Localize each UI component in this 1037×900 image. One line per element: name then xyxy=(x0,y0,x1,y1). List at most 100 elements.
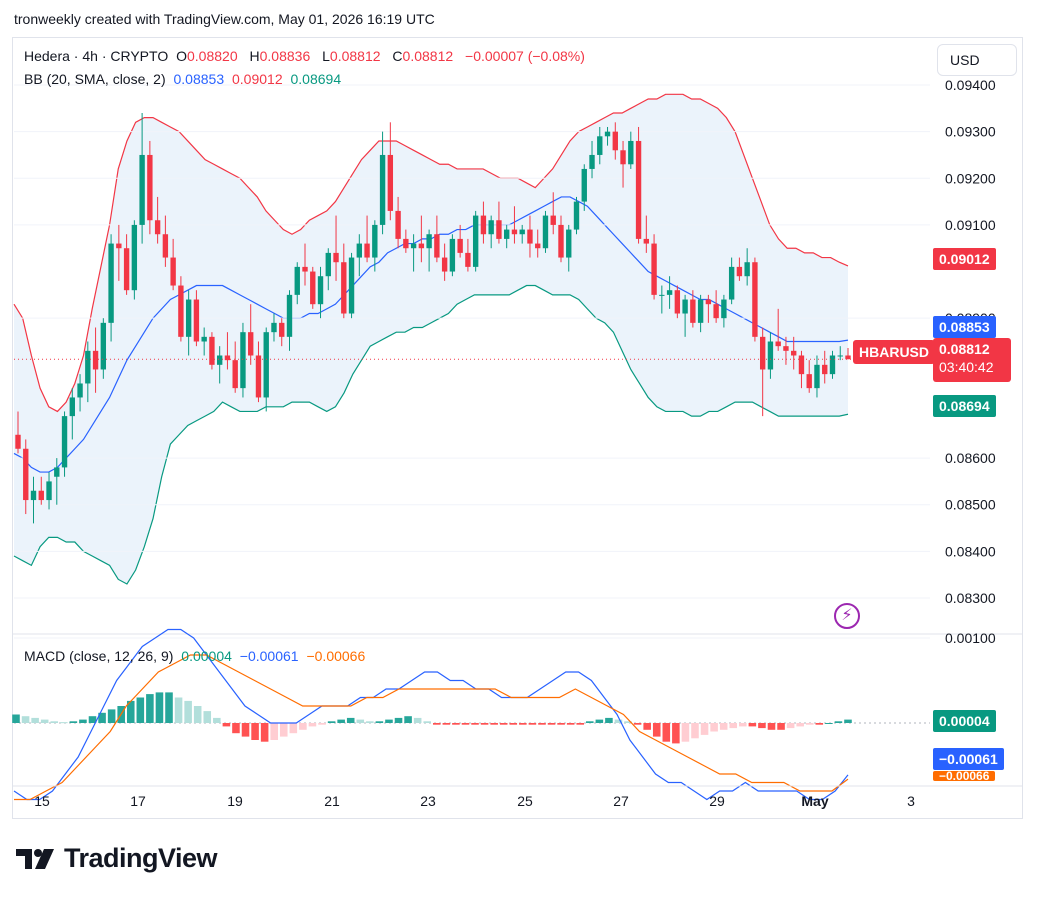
close-label: C xyxy=(392,48,403,64)
macd-indicator-name[interactable]: MACD (close, 12, 26, 9) xyxy=(24,648,174,664)
candle-body xyxy=(752,262,758,337)
candles xyxy=(14,112,930,524)
candle xyxy=(23,439,29,515)
bb-lower-line xyxy=(13,284,849,585)
macd-histogram-bar xyxy=(557,723,565,725)
x-tick-label: 19 xyxy=(227,793,243,809)
candle-body xyxy=(527,229,533,244)
candle-body xyxy=(310,271,316,305)
candle-body xyxy=(201,336,207,342)
candle xyxy=(651,234,657,300)
candle xyxy=(829,350,836,379)
candle xyxy=(434,215,440,263)
candle-body xyxy=(767,341,774,370)
candle-body xyxy=(92,350,99,370)
candle xyxy=(791,336,797,370)
macd-histogram-bar xyxy=(739,723,747,727)
candle-body xyxy=(38,490,44,501)
macd-line-price-tag: −0.00061 xyxy=(933,748,1004,770)
candle-body xyxy=(783,346,789,351)
candle xyxy=(185,290,192,356)
lightning-icon[interactable]: ⚡ xyxy=(834,603,860,629)
candle xyxy=(728,257,735,305)
macd-histogram-bar xyxy=(136,697,145,723)
macd-histogram-bar xyxy=(844,719,852,723)
macd-histogram-bar xyxy=(748,723,757,727)
candle-body xyxy=(759,336,766,370)
candle-body xyxy=(666,290,673,295)
macd-histogram-bar xyxy=(88,716,97,723)
macd-histogram-bar xyxy=(385,719,393,723)
tradingview-logo[interactable]: TradingView xyxy=(16,843,218,874)
macd-histogram-bar xyxy=(165,692,173,723)
candle-body xyxy=(511,229,518,235)
candle-body xyxy=(410,243,417,249)
symbol-title[interactable]: Hedera · 4h · CRYPTO xyxy=(24,48,169,64)
macd-histogram-bar xyxy=(729,723,738,729)
grid xyxy=(13,84,1022,635)
candle-body xyxy=(736,266,743,277)
candle xyxy=(248,304,254,365)
candle-body xyxy=(651,243,657,295)
candle xyxy=(589,140,595,179)
candle-body xyxy=(23,448,29,501)
candle xyxy=(449,234,456,277)
bollinger-bands xyxy=(13,93,849,585)
candle xyxy=(387,122,394,221)
macd-histogram-bar xyxy=(452,723,460,725)
candle xyxy=(418,215,425,263)
macd-histogram-bar xyxy=(815,723,824,725)
macd-histogram-bar xyxy=(786,723,795,729)
macd-histogram-bar xyxy=(519,723,527,725)
time-axis: 15 17 19 21 23 25 27 29 May 3 xyxy=(13,785,1022,809)
macd-histogram-bar xyxy=(681,723,690,742)
candle xyxy=(457,224,463,258)
tradingview-mark-icon xyxy=(16,848,54,869)
candle-body xyxy=(728,266,735,300)
footer-brand: TradingView xyxy=(64,843,218,873)
candle xyxy=(403,229,409,253)
macd-histogram-bar xyxy=(423,721,432,723)
currency-button[interactable]: USD xyxy=(937,44,1017,76)
macd-hist-price-tag: 0.00004 xyxy=(933,710,996,732)
candle xyxy=(822,350,828,384)
macd-histogram-bar xyxy=(652,723,661,737)
candle xyxy=(814,355,820,398)
candle xyxy=(317,266,324,319)
candle-body xyxy=(379,154,386,225)
candle-body xyxy=(154,220,161,235)
chart-attribution: tronweekly created with TradingView.com,… xyxy=(14,11,435,27)
macd-histogram-bar xyxy=(767,723,776,730)
chart-frame[interactable] xyxy=(12,37,1023,819)
y-tick-label: 0.09100 xyxy=(945,217,996,233)
candle-body xyxy=(705,299,712,305)
bb-indicator-name[interactable]: BB (20, SMA, close, 2) xyxy=(24,71,166,87)
bb-upper-price-tag: 0.09012 xyxy=(933,248,996,270)
macd-histogram-bar xyxy=(471,723,479,725)
candle-body xyxy=(356,243,362,258)
macd-histogram-bar xyxy=(586,721,594,723)
y-tick-label: 0.08500 xyxy=(945,497,996,513)
macd-signal-line xyxy=(14,654,849,801)
candle xyxy=(744,248,750,286)
candle-body xyxy=(744,262,750,277)
candle xyxy=(488,215,494,249)
candle-body xyxy=(721,299,727,319)
candle xyxy=(325,248,331,291)
candle xyxy=(279,318,285,347)
candle-body xyxy=(659,294,665,296)
candle xyxy=(302,243,308,286)
candle-body xyxy=(325,252,331,277)
candle xyxy=(736,257,743,281)
candle-body xyxy=(216,355,223,365)
macd-histogram-bar xyxy=(241,723,250,737)
macd-histogram-bar xyxy=(327,721,336,723)
candle xyxy=(713,290,719,323)
candle xyxy=(116,224,122,281)
macd-histogram-bar xyxy=(184,700,192,723)
candle-body xyxy=(837,355,843,357)
candle-body xyxy=(302,266,308,272)
macd-histogram-bar xyxy=(432,723,441,725)
candle xyxy=(705,294,712,323)
